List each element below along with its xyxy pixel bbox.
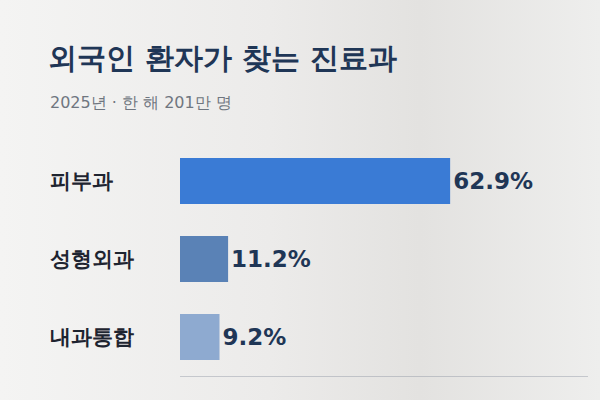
svg-text:2025년 · 한 해 201만 명: 2025년 · 한 해 201만 명 [50,93,232,112]
svg-text:피부과: 피부과 [50,169,113,193]
svg-text:성형외과: 성형외과 [50,247,134,271]
svg-text:외국인 환자가 찾는 진료과: 외국인 환자가 찾는 진료과 [48,41,397,75]
svg-text:9.2%: 9.2% [223,324,287,350]
svg-text:11.2%: 11.2% [231,246,311,272]
svg-text:내과통합: 내과통합 [50,325,134,349]
svg-text:62.9%: 62.9% [453,168,533,194]
